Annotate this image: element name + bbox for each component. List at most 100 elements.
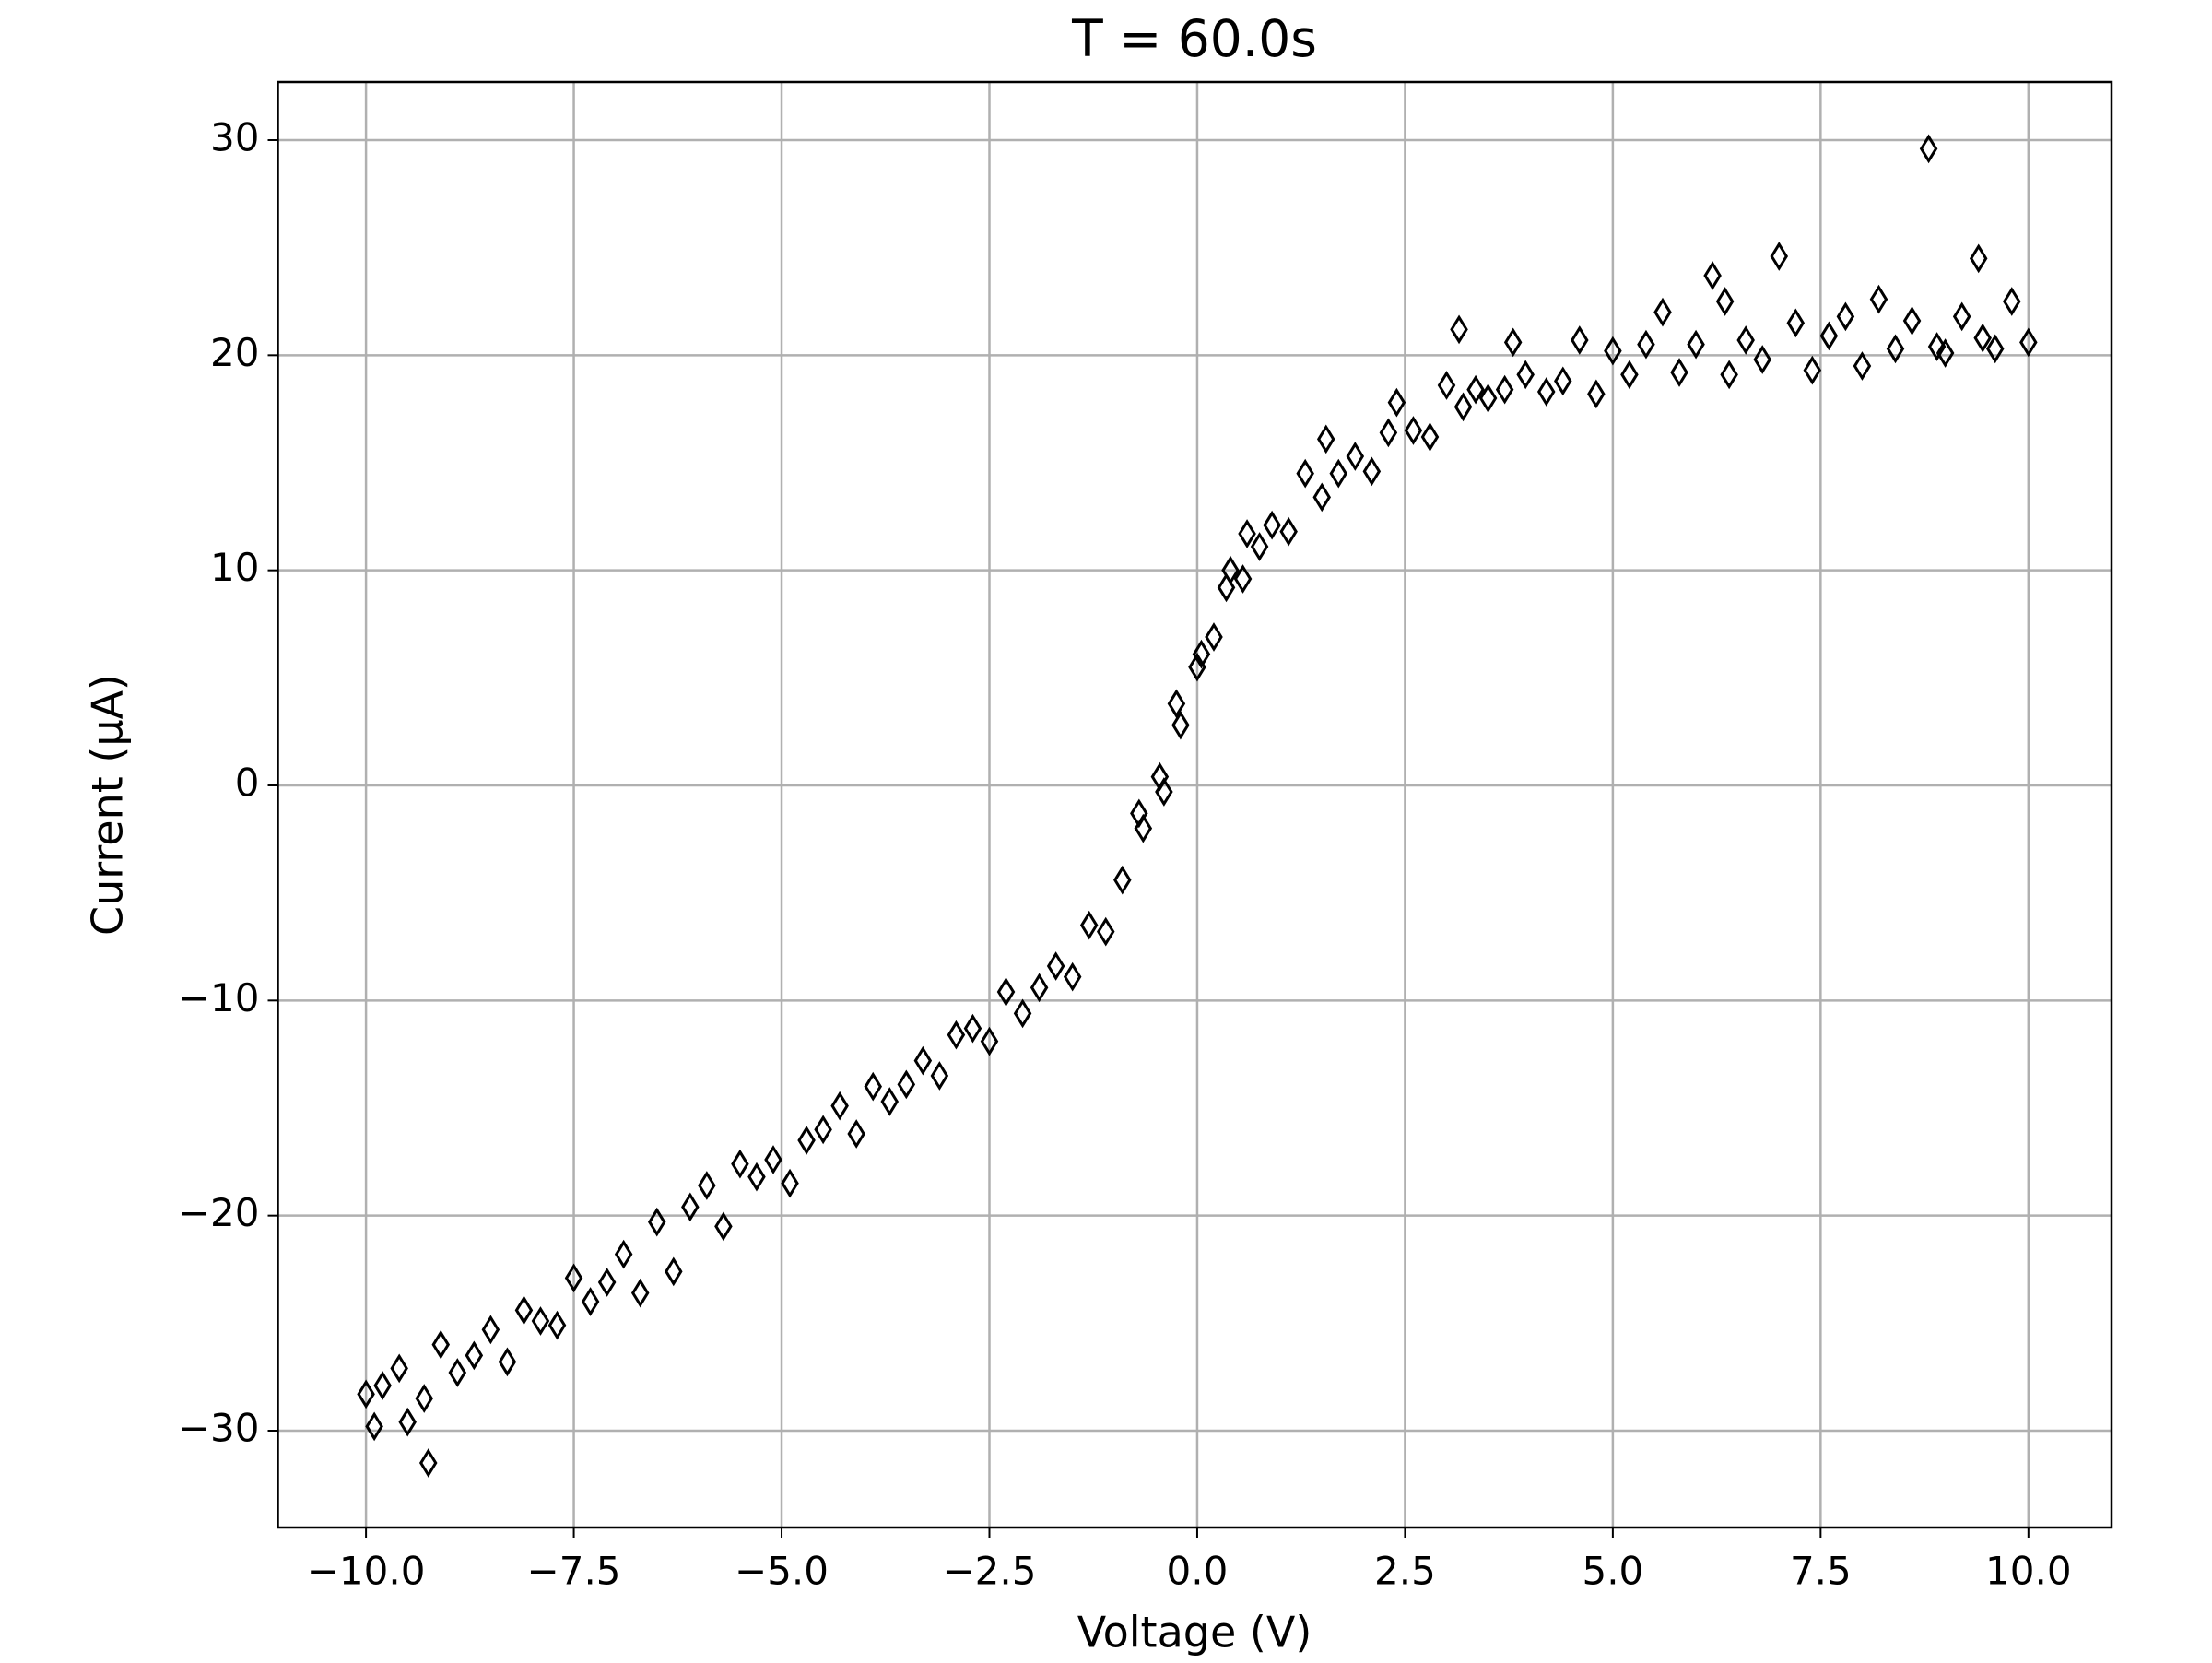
data-point — [797, 1126, 816, 1155]
data-point — [747, 1162, 766, 1192]
data-point — [373, 1371, 392, 1400]
data-point — [1985, 334, 2005, 364]
data-point — [897, 1069, 916, 1100]
data-point — [597, 1268, 617, 1297]
data-point — [1786, 308, 1806, 338]
data-point — [764, 1145, 782, 1174]
data-point — [1715, 287, 1735, 316]
data-point — [1362, 456, 1382, 487]
data-point — [1079, 910, 1099, 940]
data-point — [418, 1448, 438, 1478]
data-point — [498, 1347, 517, 1377]
data-point — [1155, 777, 1173, 807]
data-point — [1478, 383, 1498, 413]
y-tick-label: −30 — [178, 1406, 260, 1451]
y-tick-label: −10 — [178, 975, 260, 1020]
data-point — [980, 1026, 999, 1056]
data-point — [465, 1340, 484, 1371]
data-point — [1420, 422, 1440, 452]
data-point — [1238, 519, 1256, 548]
y-tick-label: 30 — [210, 115, 259, 160]
data-point — [1312, 482, 1331, 513]
data-point — [581, 1287, 600, 1316]
data-point — [1571, 325, 1589, 355]
data-point — [1902, 306, 1922, 336]
data-point — [1952, 301, 1971, 332]
data-point — [1803, 355, 1822, 385]
y-tick-label: 20 — [210, 330, 259, 375]
data-point — [731, 1149, 749, 1179]
data-point — [1869, 284, 1888, 314]
data-point — [1192, 639, 1211, 669]
data-point — [1736, 325, 1755, 355]
data-point — [365, 1411, 383, 1442]
data-point — [947, 1020, 966, 1050]
data-point — [1404, 416, 1423, 445]
data-point — [2019, 327, 2038, 358]
data-point — [357, 1379, 375, 1409]
data-point — [1450, 314, 1468, 345]
data-point — [431, 1329, 451, 1360]
data-point — [1346, 442, 1365, 471]
data-point — [1927, 332, 1947, 361]
data-point — [481, 1315, 500, 1345]
data-point — [1853, 351, 1872, 381]
data-point — [864, 1071, 882, 1102]
data-point — [1620, 360, 1639, 390]
data-point — [1554, 366, 1572, 396]
data-point — [1536, 377, 1556, 407]
data-point — [1720, 360, 1738, 390]
data-point — [996, 977, 1016, 1007]
data-point — [681, 1192, 700, 1222]
data-point — [1495, 374, 1514, 405]
plot-frame — [276, 80, 2113, 1529]
data-point — [614, 1239, 633, 1269]
data-point — [880, 1087, 900, 1116]
data-point — [1836, 301, 1855, 332]
data-point — [1670, 358, 1688, 387]
data-point — [564, 1263, 583, 1293]
data-point — [1653, 297, 1672, 327]
data-point — [698, 1171, 716, 1200]
data-point — [1013, 998, 1032, 1029]
data-point — [390, 1353, 408, 1384]
x-tick-label: 2.5 — [1374, 1549, 1436, 1594]
data-point — [1046, 951, 1065, 981]
data-point — [415, 1384, 433, 1413]
y-tick-label: −20 — [178, 1190, 260, 1235]
data-point — [1503, 327, 1523, 358]
data-point — [1329, 458, 1348, 489]
data-point — [1587, 379, 1606, 409]
data-point — [830, 1091, 849, 1121]
data-point — [1379, 418, 1398, 448]
data-point — [398, 1407, 417, 1437]
chart-title: T = 60.0s — [1071, 9, 1317, 68]
data-point — [1096, 916, 1115, 947]
y-tick-label: 10 — [210, 545, 259, 590]
data-point — [1250, 532, 1269, 561]
data-point — [1770, 242, 1789, 271]
data-point — [1387, 387, 1406, 418]
data-point — [1687, 329, 1705, 360]
data-point — [531, 1306, 550, 1336]
data-point — [1973, 323, 1992, 353]
data-point — [1167, 689, 1186, 719]
data-point — [448, 1358, 467, 1387]
data-point — [714, 1211, 733, 1242]
y-axis-label: Current (μA) — [83, 674, 133, 936]
data-point — [1205, 622, 1223, 652]
data-point — [514, 1295, 534, 1326]
data-point — [930, 1061, 949, 1091]
data-point — [1637, 329, 1655, 360]
x-tick-label: 10.0 — [1985, 1549, 2072, 1594]
x-tick-label: 5.0 — [1582, 1549, 1643, 1594]
x-tick-label: 0.0 — [1167, 1549, 1229, 1594]
data-point — [1453, 392, 1473, 422]
data-point — [1703, 261, 1722, 290]
data-point — [913, 1045, 933, 1076]
data-point — [1113, 865, 1132, 895]
data-point — [2003, 287, 2021, 316]
data-point — [1316, 424, 1335, 454]
